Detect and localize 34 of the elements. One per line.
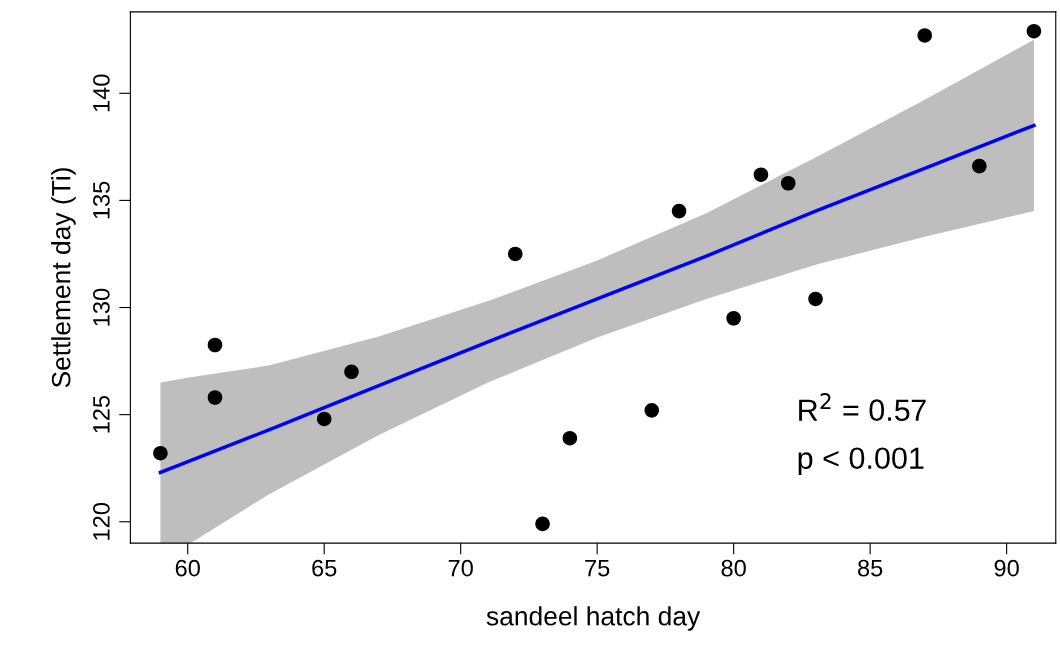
point	[344, 364, 359, 380]
point	[316, 411, 332, 427]
point	[507, 246, 523, 262]
point	[726, 310, 741, 326]
point	[1026, 23, 1042, 39]
point	[207, 337, 223, 353]
point	[644, 403, 660, 418]
x-tick-label: 75	[585, 560, 610, 577]
y-tick-label: 140	[93, 74, 110, 112]
point	[808, 291, 823, 307]
point	[917, 28, 933, 43]
point	[780, 175, 796, 191]
point	[972, 158, 987, 174]
point	[153, 445, 168, 461]
y-tick-label: 120	[93, 502, 110, 540]
point	[207, 390, 223, 405]
x-tick-label: 70	[448, 559, 473, 577]
x-tick-label: 80	[721, 559, 746, 577]
annotation: p < 0.001	[798, 447, 924, 476]
x-tick-label: 65	[312, 559, 337, 577]
x-tick-label: 85	[858, 559, 883, 577]
x-axis-title: sandeel hatch day	[486, 606, 701, 631]
y-tick-label: 135	[93, 181, 110, 219]
annotation: R$^{2}$ = 0.57	[799, 393, 926, 421]
point	[562, 430, 578, 446]
x-tick-label: 90	[994, 559, 1019, 577]
point	[671, 203, 687, 219]
y-tick-label: 125	[93, 395, 110, 433]
y-axis-title: Settlement day (Ti)	[51, 168, 76, 388]
y-tick-label: 130	[93, 288, 110, 326]
line-series	[158, 123, 1036, 475]
point	[753, 167, 769, 182]
point	[535, 516, 550, 532]
x-tick-label: 60	[175, 559, 200, 577]
